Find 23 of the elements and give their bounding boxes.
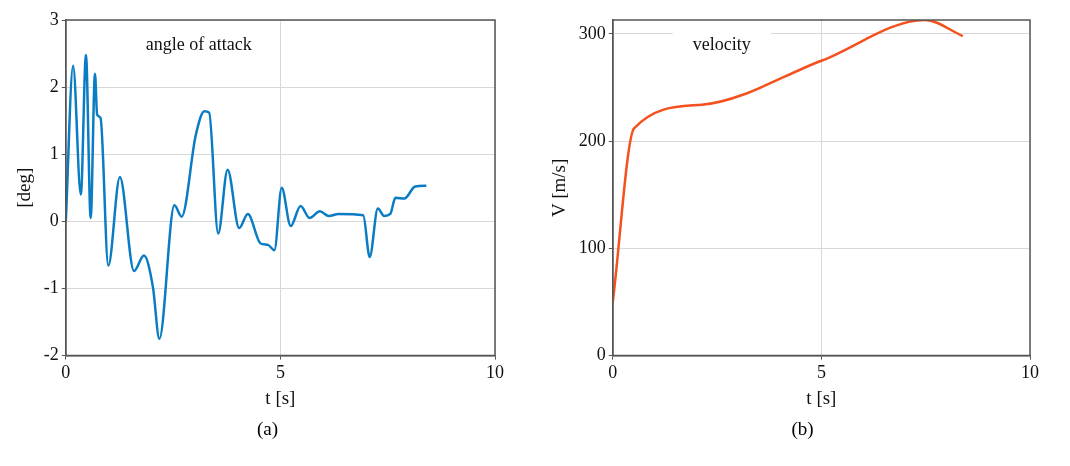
y-tick-label: 200	[578, 129, 606, 150]
x-tick-label: 5	[275, 362, 285, 383]
text: (b)	[790, 418, 815, 440]
text: angle of attack	[145, 33, 252, 54]
y-tick-label: 2	[49, 75, 59, 96]
line-series	[65, 53, 428, 341]
y-tick-label: 100	[578, 237, 606, 258]
y-axis-title: V [m/s]	[548, 158, 570, 217]
y-tick-label: 1	[49, 142, 59, 163]
x-tick-label: 10	[486, 362, 504, 383]
y-tick-label: 3	[49, 8, 59, 29]
x-axis-title: t [s]	[265, 386, 296, 408]
x-axis-title: t [s]	[806, 386, 837, 408]
y-tick-label: -1	[43, 277, 59, 298]
y-axis-title: [deg]	[13, 167, 35, 208]
text: velocity	[692, 33, 751, 54]
y-tick-label: -2	[43, 344, 59, 365]
x-tick-label: 10	[1021, 362, 1039, 383]
x-tick-label: 5	[816, 362, 826, 383]
y-tick-label: 0	[49, 210, 59, 231]
y-tick-label: 0	[596, 344, 606, 365]
text: (a)	[255, 418, 280, 440]
y-tick-label: 300	[578, 22, 606, 43]
